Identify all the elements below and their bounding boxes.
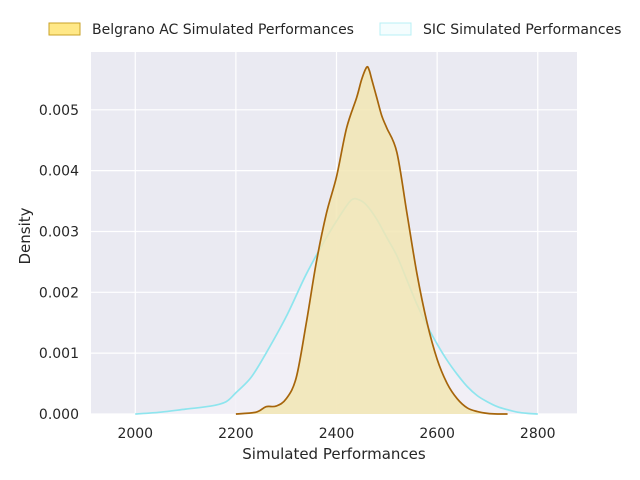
y-tick-label: 0.001 bbox=[39, 346, 79, 362]
series-layer bbox=[135, 65, 538, 415]
y-tick-label: 0.003 bbox=[39, 224, 79, 240]
legend-swatch bbox=[48, 22, 81, 36]
series-line-1 bbox=[235, 65, 508, 415]
x-axis: 2000 2200 2400 2600 2800 bbox=[117, 426, 555, 442]
x-axis-title: Simulated Performances bbox=[242, 445, 426, 463]
x-tick-label: 2400 bbox=[319, 426, 355, 442]
legend-label: Belgrano AC Simulated Performances bbox=[92, 22, 354, 38]
x-tick-label: 2800 bbox=[520, 426, 556, 442]
y-tick-label: 0.004 bbox=[39, 164, 79, 180]
legend: Belgrano AC Simulated Performances SIC Si… bbox=[48, 22, 621, 38]
legend-label: SIC Simulated Performances bbox=[423, 22, 621, 38]
x-tick-label: 2000 bbox=[117, 426, 153, 442]
series-area-1 bbox=[235, 66, 508, 414]
x-tick-label: 2600 bbox=[419, 426, 455, 442]
y-tick-label: 0.002 bbox=[39, 285, 79, 301]
y-axis-title: Density bbox=[16, 207, 34, 264]
x-tick-label: 2200 bbox=[218, 426, 254, 442]
y-tick-label: 0.005 bbox=[39, 103, 79, 119]
y-tick-label: 0.000 bbox=[39, 407, 79, 423]
y-axis: 0.000 0.001 0.002 0.003 0.004 0.005 bbox=[39, 103, 79, 423]
legend-swatch bbox=[379, 22, 412, 36]
